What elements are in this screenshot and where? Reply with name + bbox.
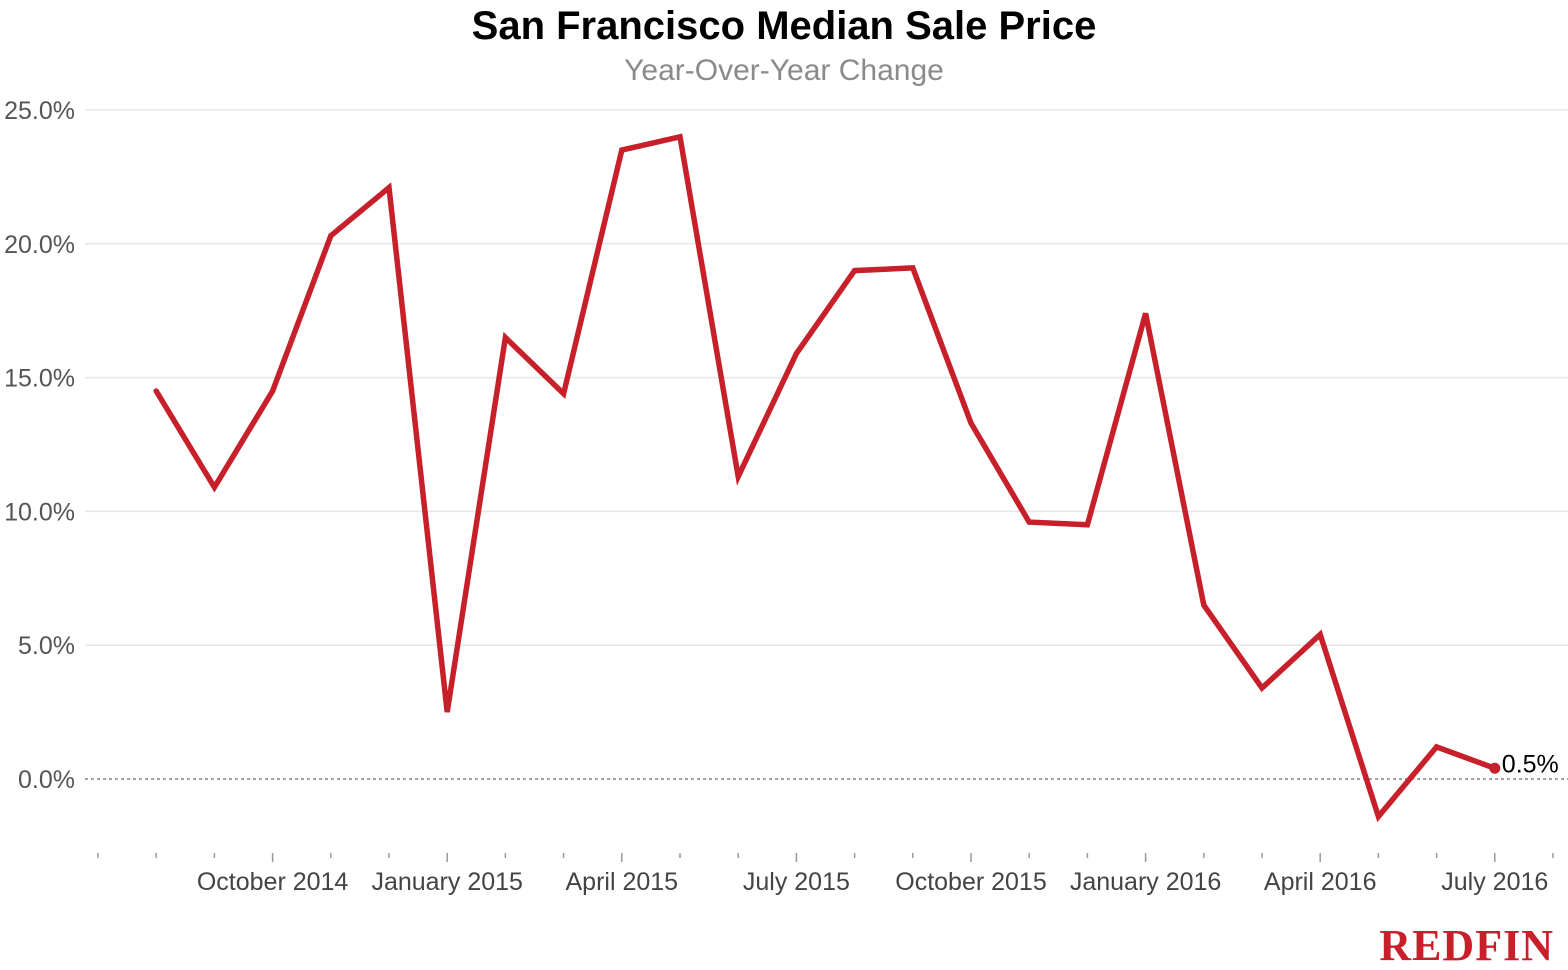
x-tick-label: April 2015 (566, 868, 679, 896)
x-tick-label: April 2016 (1264, 868, 1377, 896)
y-tick-label: 10.0% (4, 498, 75, 526)
y-tick-label: 5.0% (18, 632, 75, 660)
redfin-logo: REDFIN (1379, 921, 1554, 970)
x-tick-label: January 2015 (371, 868, 523, 896)
end-point-marker (1489, 762, 1501, 774)
y-tick-label: 25.0% (4, 97, 75, 125)
x-tick-label: January 2016 (1070, 868, 1222, 896)
y-tick-label: 20.0% (4, 231, 75, 259)
x-tick-label: October 2014 (197, 868, 349, 896)
chart-subtitle: Year-Over-Year Change (624, 54, 944, 87)
y-tick-label: 15.0% (4, 365, 75, 393)
x-tick-label: October 2015 (895, 868, 1047, 896)
y-tick-label: 0.0% (18, 766, 75, 794)
series-line (153, 133, 1498, 823)
end-value-label: 0.5% (1502, 750, 1559, 778)
x-tick-label: July 2015 (743, 868, 850, 896)
chart-title: San Francisco Median Sale Price (471, 4, 1097, 48)
x-tick-label: July 2016 (1441, 868, 1548, 896)
